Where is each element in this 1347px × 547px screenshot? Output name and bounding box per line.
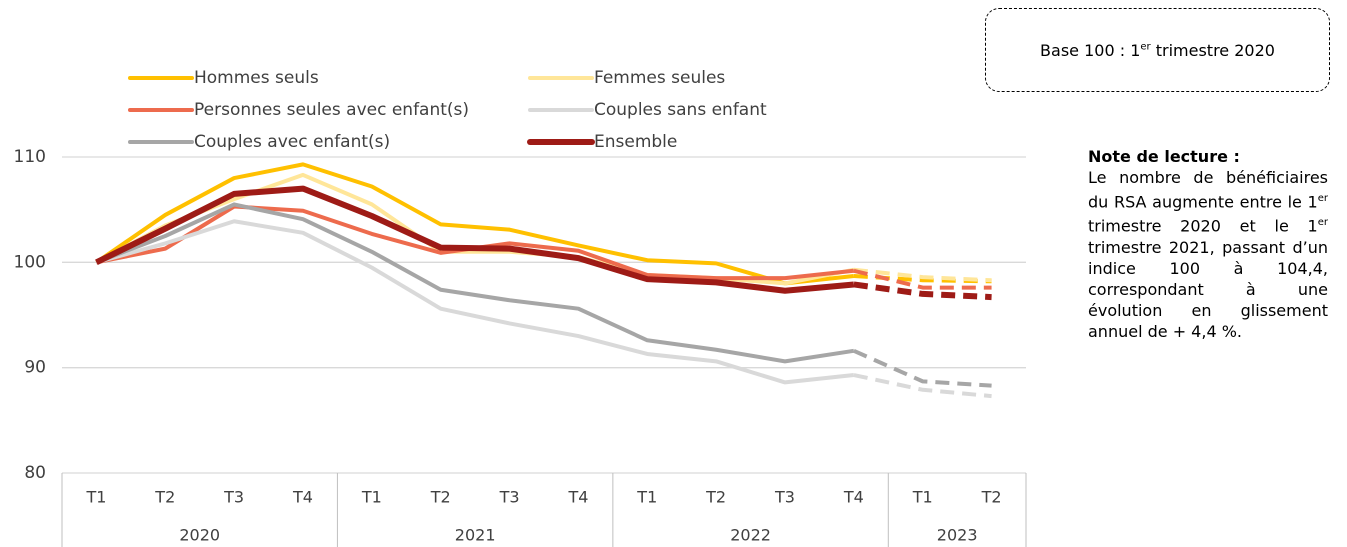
base-note: Base 100 : 1er trimestre 2020 xyxy=(985,8,1330,92)
x-tick-label: T2 xyxy=(981,488,1002,507)
text: Base 100 : 1 xyxy=(1040,40,1141,60)
text: trimestre 2020 et le 1 xyxy=(1088,216,1318,236)
legend-label: Femmes seules xyxy=(594,68,725,88)
legend-label: Hommes seuls xyxy=(194,68,319,88)
series-line-forecast xyxy=(853,281,992,301)
reading-note: Note de lecture : Le nombre de bénéficia… xyxy=(1088,146,1328,342)
x-tick-label: T4 xyxy=(292,488,313,507)
series-line-forecast xyxy=(853,267,992,283)
series-line xyxy=(95,162,855,286)
group-label: 2022 xyxy=(730,526,771,545)
y-tick-label: 100 xyxy=(14,252,46,272)
x-tick-label: T3 xyxy=(499,488,520,507)
x-tick-label: T4 xyxy=(567,488,588,507)
group-label: 2023 xyxy=(937,526,978,545)
x-tick-label: T1 xyxy=(636,488,657,507)
y-tick-label: 80 xyxy=(24,463,46,483)
x-tick-label: T3 xyxy=(223,488,244,507)
x-tick-label: T3 xyxy=(774,488,795,507)
x-tick-label: T1 xyxy=(361,488,382,507)
x-tick-label: T2 xyxy=(705,488,726,507)
series-line xyxy=(95,185,855,294)
group-label: 2021 xyxy=(455,526,496,545)
series-line-forecast xyxy=(853,268,992,290)
text: Le nombre de bénéficiaires du RSA augmen… xyxy=(1088,168,1328,212)
note-body: Le nombre de bénéficiaires du RSA augmen… xyxy=(1088,167,1328,342)
y-tick-label: 90 xyxy=(24,358,46,378)
legend-label: Ensemble xyxy=(594,132,677,152)
x-tick-label: T2 xyxy=(154,488,175,507)
series-line xyxy=(95,219,855,385)
y-tick-label: 110 xyxy=(14,147,46,167)
legend-label: Couples avec enfant(s) xyxy=(194,132,390,152)
x-tick-label: T4 xyxy=(843,488,864,507)
superscript: er xyxy=(1317,193,1328,204)
note-title: Note de lecture : xyxy=(1088,147,1240,166)
series-line-forecast xyxy=(853,348,992,388)
series-line xyxy=(95,202,855,364)
superscript: er xyxy=(1317,217,1328,229)
superscript: er xyxy=(1140,41,1151,53)
text: trimestre 2020 xyxy=(1150,40,1275,60)
legend-label: Couples sans enfant xyxy=(594,100,767,120)
text: trimestre 2021, passant d’un indice 100 … xyxy=(1088,237,1328,341)
x-tick-label: T1 xyxy=(912,488,933,507)
x-tick-label: T1 xyxy=(85,488,106,507)
base-note-text: Base 100 : 1er trimestre 2020 xyxy=(1040,41,1275,60)
series-line-forecast xyxy=(853,373,992,399)
x-tick-label: T2 xyxy=(430,488,451,507)
legend-label: Personnes seules avec enfant(s) xyxy=(194,100,469,120)
group-label: 2020 xyxy=(179,526,220,545)
